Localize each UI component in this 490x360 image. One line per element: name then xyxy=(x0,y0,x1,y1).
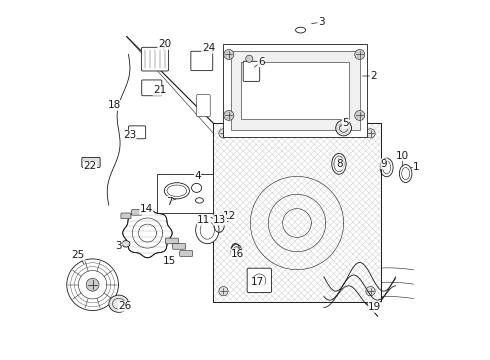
FancyBboxPatch shape xyxy=(141,47,169,71)
Circle shape xyxy=(366,287,375,296)
Text: 25: 25 xyxy=(72,250,85,260)
Text: 13: 13 xyxy=(213,215,226,225)
Text: 7: 7 xyxy=(166,197,172,207)
Bar xyxy=(157,174,213,213)
Bar xyxy=(242,62,349,119)
Ellipse shape xyxy=(122,240,130,247)
FancyBboxPatch shape xyxy=(132,210,142,215)
FancyBboxPatch shape xyxy=(128,126,146,139)
FancyBboxPatch shape xyxy=(191,51,213,71)
Circle shape xyxy=(355,111,365,121)
Polygon shape xyxy=(213,123,381,302)
FancyBboxPatch shape xyxy=(166,238,178,244)
Text: 12: 12 xyxy=(222,211,236,221)
Text: 17: 17 xyxy=(251,277,264,287)
Text: 18: 18 xyxy=(107,100,121,111)
FancyBboxPatch shape xyxy=(121,213,131,219)
Text: 3: 3 xyxy=(116,241,122,251)
Text: 21: 21 xyxy=(153,85,166,95)
FancyBboxPatch shape xyxy=(243,61,260,81)
Text: 5: 5 xyxy=(342,118,349,128)
Bar xyxy=(231,51,360,130)
Text: 19: 19 xyxy=(368,302,381,312)
FancyBboxPatch shape xyxy=(180,251,193,256)
Polygon shape xyxy=(123,208,172,258)
Text: 1: 1 xyxy=(413,162,420,172)
Circle shape xyxy=(366,129,375,138)
Ellipse shape xyxy=(196,217,219,244)
Circle shape xyxy=(224,49,234,59)
Bar xyxy=(213,123,381,302)
Text: 22: 22 xyxy=(83,161,97,171)
Circle shape xyxy=(245,55,253,62)
Bar xyxy=(223,44,367,137)
FancyBboxPatch shape xyxy=(82,157,100,167)
Circle shape xyxy=(355,49,365,59)
Circle shape xyxy=(86,278,99,291)
Text: 8: 8 xyxy=(232,249,239,259)
Circle shape xyxy=(219,129,228,138)
Text: 16: 16 xyxy=(231,249,245,259)
Text: 20: 20 xyxy=(158,40,171,49)
Text: 6: 6 xyxy=(258,57,265,67)
FancyBboxPatch shape xyxy=(196,95,210,117)
FancyBboxPatch shape xyxy=(172,243,186,249)
Text: 10: 10 xyxy=(395,150,409,161)
Text: 26: 26 xyxy=(118,301,131,311)
Text: 8: 8 xyxy=(337,159,343,169)
FancyBboxPatch shape xyxy=(142,80,162,96)
Text: 9: 9 xyxy=(381,159,388,169)
Text: 2: 2 xyxy=(370,71,377,81)
Text: 3: 3 xyxy=(318,17,324,27)
Text: 24: 24 xyxy=(202,43,215,53)
Text: 11: 11 xyxy=(197,215,210,225)
Text: 15: 15 xyxy=(163,256,176,266)
FancyBboxPatch shape xyxy=(247,268,271,293)
Text: 14: 14 xyxy=(140,204,153,215)
Ellipse shape xyxy=(109,295,129,312)
Text: 23: 23 xyxy=(123,130,136,140)
Circle shape xyxy=(219,287,228,296)
Circle shape xyxy=(224,111,234,121)
Circle shape xyxy=(336,120,351,136)
Text: 4: 4 xyxy=(195,171,201,181)
